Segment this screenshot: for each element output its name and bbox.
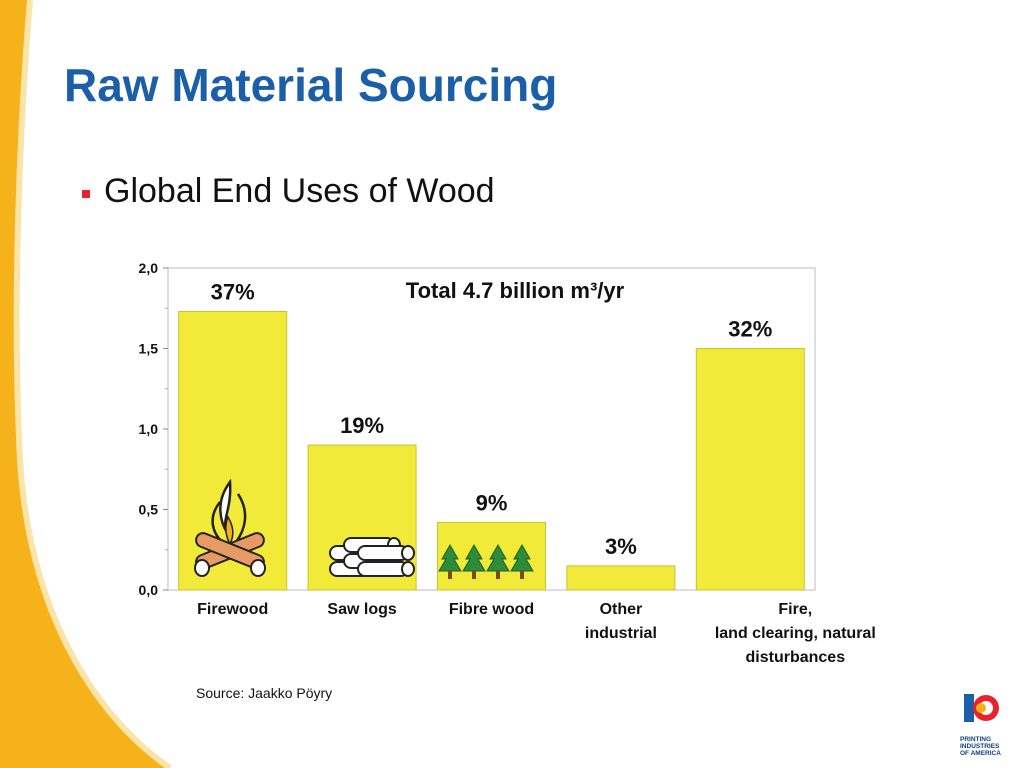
- pine-trunk: [520, 571, 524, 579]
- slide-title: Raw Material Sourcing: [64, 59, 558, 111]
- x-category-label-line: Other: [600, 601, 643, 618]
- pine-trunk: [472, 571, 476, 579]
- x-category-label-line: industrial: [585, 625, 657, 642]
- logo-line: INDUSTRIES: [960, 743, 1000, 750]
- x-category-label: Firewood: [197, 601, 268, 618]
- campfire-part: [194, 559, 210, 577]
- bullet-text: Global End Uses of Wood: [104, 172, 495, 210]
- log: [357, 561, 409, 577]
- bar-data-label: 9%: [476, 490, 508, 515]
- campfire-icon: [194, 478, 266, 577]
- bar-data-label: 3%: [605, 534, 637, 559]
- chart-title: Total 4.7 billion m³/yr: [406, 278, 625, 303]
- log-end: [401, 545, 415, 561]
- bar: [695, 348, 805, 591]
- x-category-label-line: Firewood: [197, 601, 268, 618]
- bar-data-label: 19%: [340, 413, 384, 438]
- bar-data-label: 37%: [211, 279, 255, 304]
- bullet-square-icon: [82, 189, 90, 198]
- pine-trunk: [496, 571, 500, 579]
- log-end: [401, 561, 415, 577]
- band-highlight: [13, 0, 172, 768]
- y-tick-label: 2,0: [139, 260, 159, 276]
- printing-industries-logo-icon: [964, 694, 999, 722]
- x-category-label-line: disturbances: [746, 649, 846, 666]
- logo-line: OF AMERICA: [960, 750, 1001, 757]
- x-category-label: Other industrial: [585, 601, 657, 642]
- bar-data-label: 32%: [728, 317, 772, 342]
- log: [357, 545, 409, 561]
- logo-text: PRINTING INDUSTRIES OF AMERICA: [960, 736, 1010, 757]
- pine-trees-icon: [438, 543, 534, 579]
- y-tick-label: 1,0: [139, 421, 159, 437]
- printing-industries-logo: PRINTING INDUSTRIES OF AMERICA: [960, 688, 1010, 764]
- logo-line: PRINTING: [960, 736, 992, 743]
- x-category-label-line: Fire,: [778, 601, 812, 618]
- source-note: Source: Jaakko Pöyry: [196, 685, 333, 701]
- saw-logs-icon: [329, 537, 415, 577]
- y-tick-label: 0,5: [139, 502, 159, 518]
- y-tick-label: 1,5: [139, 341, 159, 357]
- x-category-label-line: Saw logs: [327, 601, 396, 618]
- pine-trunk: [448, 571, 452, 579]
- bullet-item: Global End Uses of Wood: [82, 172, 495, 211]
- x-category-label: Fibre wood: [449, 601, 534, 618]
- x-category-label: Fire, land clearing, natural disturbances: [715, 601, 876, 666]
- x-category-label-line: land clearing, natural: [715, 625, 876, 642]
- x-category-label: Saw logs: [327, 601, 396, 618]
- y-tick-label: 0,0: [139, 582, 159, 598]
- campfire-part: [250, 559, 266, 577]
- x-category-label-line: Fibre wood: [449, 601, 534, 618]
- orange-band: [0, 0, 170, 768]
- bar: [566, 565, 676, 591]
